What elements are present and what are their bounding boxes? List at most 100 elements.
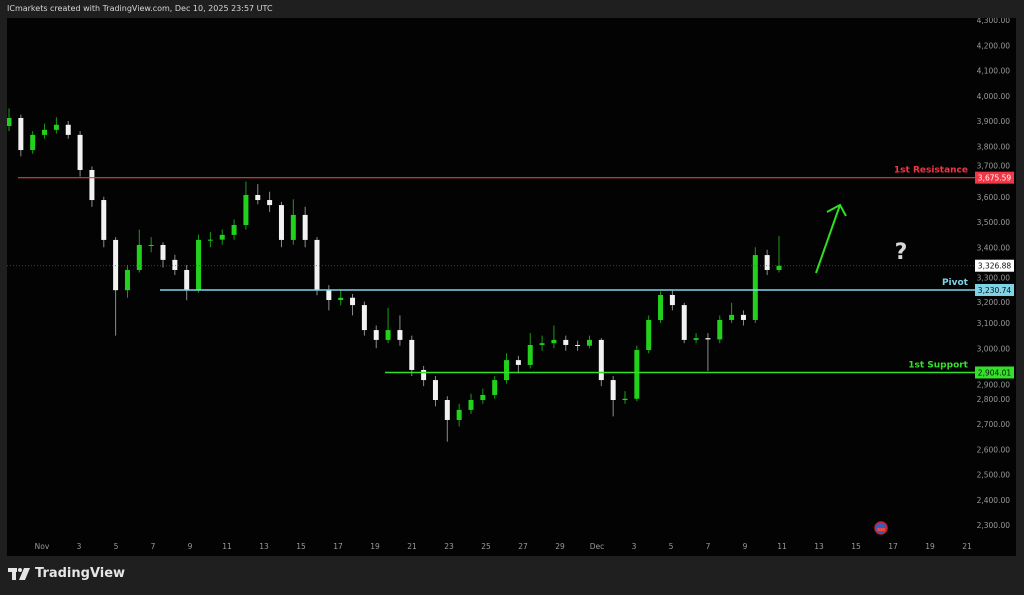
x-tick-label: 13 (259, 542, 269, 551)
x-tick-label: 21 (407, 542, 417, 551)
tradingview-logo: TradingView (8, 566, 125, 581)
candle-bearish (705, 338, 711, 340)
candle-bullish (243, 194, 249, 226)
candle-bearish (409, 339, 415, 370)
candle-bearish (326, 290, 332, 301)
y-tick-label: 3,000.00 (977, 344, 1011, 353)
candle-bullish (658, 294, 664, 320)
candle-bearish (278, 205, 284, 240)
x-tick-label: 15 (296, 542, 306, 551)
up-arrow-icon (815, 204, 841, 274)
candle-bearish (172, 259, 178, 270)
candle-bullish (539, 343, 545, 345)
candle-bearish (255, 194, 261, 201)
brand-name: TradingView (35, 566, 126, 581)
candle-bullish (219, 234, 225, 240)
candle-bearish (302, 214, 308, 240)
chart-attribution: ICmarkets created with TradingView.com, … (7, 4, 273, 13)
candle-bullish (30, 134, 36, 151)
candle-bearish (184, 269, 190, 291)
x-tick-label: 19 (925, 542, 935, 551)
candle-bullish (752, 255, 758, 320)
x-tick-label: 11 (222, 542, 232, 551)
x-tick-label: 25 (481, 542, 491, 551)
candle-bullish (231, 225, 237, 235)
candle-bullish (290, 214, 296, 240)
x-tick-label: 11 (777, 542, 787, 551)
y-tick-label: 3,800.00 (977, 142, 1011, 151)
candlestick-chart[interactable]: 4,300.00 4,200.00 4,100.00 4,000.00 3,900.00… (7, 18, 1016, 556)
candle-bearish (373, 330, 379, 340)
y-tick-label: 3,200.00 (977, 298, 1011, 307)
x-tick-label: Dec (590, 542, 605, 551)
us-flag-stripes-icon (877, 528, 885, 531)
candle-bearish (89, 169, 95, 201)
candle-bearish (350, 297, 356, 306)
x-tick-label: 21 (962, 542, 972, 551)
y-tick-label: 2,800.00 (977, 395, 1011, 404)
y-tick-label: 3,400.00 (977, 243, 1011, 252)
x-tick-label: 13 (814, 542, 824, 551)
x-tick-label: 3 (632, 542, 637, 551)
level-name: Pivot (942, 278, 969, 288)
candle-bearish (361, 305, 367, 331)
level-price-label: 2,904.01 (978, 368, 1012, 377)
level-price-badge (975, 283, 1014, 296)
x-tick-label: 17 (888, 542, 898, 551)
level-price-label: 3,230.74 (978, 286, 1012, 295)
tradingview-logo-icon (8, 567, 30, 580)
candle-bearish (669, 294, 675, 306)
candle-bullish (527, 344, 533, 365)
y-tick-label: 2,900.00 (977, 380, 1011, 389)
x-tick-label: Nov (35, 542, 50, 551)
y-tick-label: 3,900.00 (977, 117, 1011, 126)
candle-bearish (515, 360, 521, 365)
y-tick-label: 2,300.00 (977, 521, 1011, 530)
candle-bullish (456, 409, 462, 420)
candle-bearish (160, 244, 166, 260)
candle-bearish (77, 134, 83, 170)
candle-bullish (385, 330, 391, 340)
candle-bullish (148, 244, 154, 246)
candle-bullish (622, 398, 628, 401)
x-tick-label: 5 (669, 542, 674, 551)
candle-bearish (397, 330, 403, 340)
candle-bullish (717, 319, 723, 340)
last-price-label: 3,326.88 (978, 262, 1012, 271)
y-tick-label: 2,400.00 (977, 496, 1011, 505)
y-tick-label: 3,600.00 (977, 193, 1011, 202)
candle-bullish (634, 350, 640, 399)
candle-bullish (729, 314, 735, 320)
x-tick-label: 19 (370, 542, 380, 551)
x-tick-label: 27 (518, 542, 528, 551)
candle-bullish (693, 338, 699, 340)
candle-bullish (551, 339, 557, 344)
candle-bullish (646, 319, 652, 351)
question-mark: ? (895, 240, 908, 265)
level-name: 1st Resistance (894, 166, 968, 176)
candle-bullish (7, 117, 12, 127)
x-tick-label: 9 (188, 542, 193, 551)
candle-bullish (480, 394, 486, 401)
candle-bearish (563, 339, 569, 345)
up-arrow-head-icon (826, 203, 847, 217)
candle-bullish (338, 297, 344, 301)
candle-bullish (124, 269, 130, 291)
x-tick-label: 5 (114, 542, 119, 551)
candle-bearish (432, 380, 438, 401)
candle-bullish (196, 239, 202, 291)
candle-bullish (504, 360, 510, 381)
y-tick-label: 4,000.00 (977, 92, 1011, 101)
x-tick-label: 7 (151, 542, 156, 551)
candle-bearish (681, 305, 687, 340)
x-tick-label: 3 (77, 542, 82, 551)
y-tick-label: 3,300.00 (977, 274, 1011, 283)
candle-bearish (598, 339, 604, 381)
x-tick-label: 23 (444, 542, 454, 551)
level-price-label: 3,675.59 (978, 174, 1012, 183)
candle-bearish (101, 200, 107, 240)
y-tick-label: 3,500.00 (977, 218, 1011, 227)
chart-panel[interactable]: 4,300.00 4,200.00 4,100.00 4,000.00 3,900.00… (7, 18, 1016, 556)
candle-bearish (764, 255, 770, 270)
candle-bearish (314, 239, 320, 291)
